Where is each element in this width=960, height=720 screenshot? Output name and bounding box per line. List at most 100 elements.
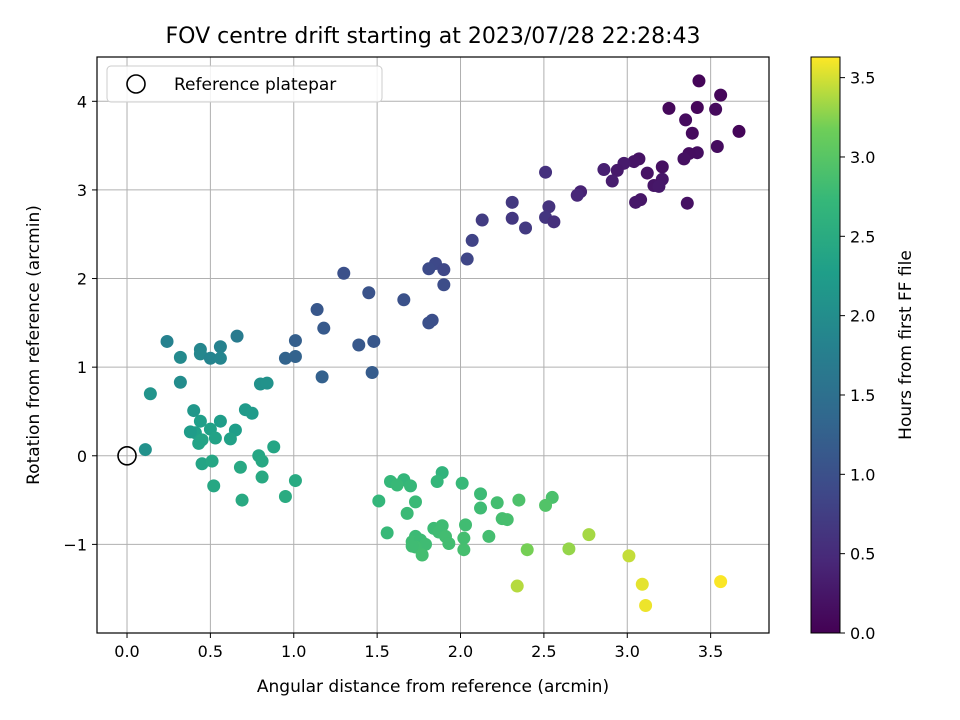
scatter-point [690, 101, 704, 115]
colorbar-tick-label: 1.0 [850, 465, 875, 484]
x-axis-ticks: 0.0 0.5 1.0 1.5 2.0 2.5 3.0 3.5 [114, 633, 723, 661]
legend-box [106, 65, 383, 103]
scatter-point [223, 432, 237, 446]
scatter-point [677, 152, 691, 166]
scatter-point [474, 487, 488, 501]
scatter-point [367, 334, 381, 348]
x-tick-label: 3.0 [615, 642, 640, 661]
scatter-point [203, 351, 217, 365]
plot-area: 0.0 0.5 1.0 1.5 2.0 2.5 3.0 3.5 −1 0 1 2 3 4 Referen… [63, 56, 770, 661]
scatter-point [408, 495, 422, 509]
colorbar-gradient [810, 56, 841, 634]
plot-frame [96, 56, 770, 634]
scatter-point [380, 526, 394, 540]
scatter-point [460, 252, 474, 266]
colorbar-tick-label: 2.5 [850, 227, 875, 246]
scatter-point [512, 493, 526, 507]
scatter-point [474, 501, 488, 515]
reference-marker [117, 445, 137, 466]
y-tick-label: 2 [77, 270, 87, 289]
scatter-point [213, 340, 227, 354]
scatter-point [230, 329, 244, 343]
scatter-point [605, 174, 619, 188]
scatter-point [337, 266, 351, 280]
colorbar-label: Hours from first FF file [896, 250, 916, 440]
y-tick-label: −1 [63, 535, 87, 554]
scatter-point [255, 454, 269, 468]
x-tick-label: 0.5 [198, 642, 223, 661]
scatter-point [539, 498, 553, 512]
x-tick-label: 3.5 [698, 642, 723, 661]
scatter-point [310, 303, 324, 317]
scatter-point [629, 195, 643, 209]
colorbar-tick-label: 1.5 [850, 386, 875, 405]
colorbar-tick-label: 2.0 [850, 307, 875, 326]
scatter-point [635, 577, 649, 591]
scatter-point [457, 531, 471, 545]
scatter-point [422, 262, 436, 276]
scatter-point [267, 440, 281, 454]
scatter-point [520, 543, 534, 557]
scatter-point [510, 579, 524, 593]
scatter-point [278, 351, 292, 365]
scatter-point [255, 470, 269, 484]
scatter-point [455, 476, 469, 490]
scatter-point [317, 321, 331, 335]
scatter-point [403, 479, 417, 493]
scatter-point [205, 454, 219, 468]
scatter-point [437, 278, 451, 292]
scatter-point [365, 365, 379, 379]
scatter-point [362, 286, 376, 300]
scatter-point [390, 478, 404, 492]
x-tick-label: 1.5 [364, 642, 389, 661]
scatter-point [422, 316, 436, 330]
legend: Reference platepar [106, 65, 383, 103]
scatter-point [680, 196, 694, 210]
scatter-point [405, 539, 419, 553]
scatter-point [195, 457, 209, 471]
scatter-point [160, 334, 174, 348]
scatter-point [610, 163, 624, 177]
scatter-point [193, 414, 207, 428]
y-tick-label: 0 [77, 447, 87, 466]
scatter-point [490, 496, 504, 510]
scatter-point [400, 506, 414, 520]
scatter-point [732, 124, 746, 138]
colorbar-tick-label: 3.5 [850, 69, 875, 88]
scatter-point [505, 195, 519, 209]
x-axis-label: Angular distance from reference (arcmin) [257, 677, 609, 697]
scatter-point [622, 549, 636, 563]
scatter-point [505, 211, 519, 225]
scatter-point [500, 513, 514, 527]
scatter-point [627, 155, 641, 169]
scatter-point [652, 179, 666, 193]
scatter-point [260, 376, 274, 390]
scatter-point [679, 113, 693, 127]
scatter-point [207, 479, 221, 493]
y-axis-ticks: −1 0 1 2 3 4 [63, 92, 97, 554]
y-tick-label: 1 [77, 358, 87, 377]
x-tick-label: 2.0 [448, 642, 473, 661]
scatter-point [570, 188, 584, 202]
colorbar: 0.0 0.5 1.0 1.5 2.0 2.5 3.0 3.5 Hours from firs… [810, 56, 916, 643]
scatter-point [183, 425, 197, 439]
scatter-point [235, 493, 249, 507]
scatter-point [639, 599, 653, 613]
y-tick-label: 3 [77, 181, 87, 200]
scatter-point [542, 200, 556, 214]
scatter-point [714, 88, 728, 102]
scatter-point [475, 213, 489, 227]
scatter-point [415, 548, 429, 562]
x-tick-label: 1.0 [281, 642, 306, 661]
scatter-point [655, 160, 669, 174]
scatter-point [442, 536, 456, 550]
scatter-point [143, 387, 157, 401]
scatter-point [459, 518, 473, 532]
scatter-point [662, 101, 676, 115]
scatter-point [640, 166, 654, 180]
scatter-point [437, 263, 451, 277]
scatter-point [278, 490, 292, 504]
scatter-point [193, 347, 207, 361]
